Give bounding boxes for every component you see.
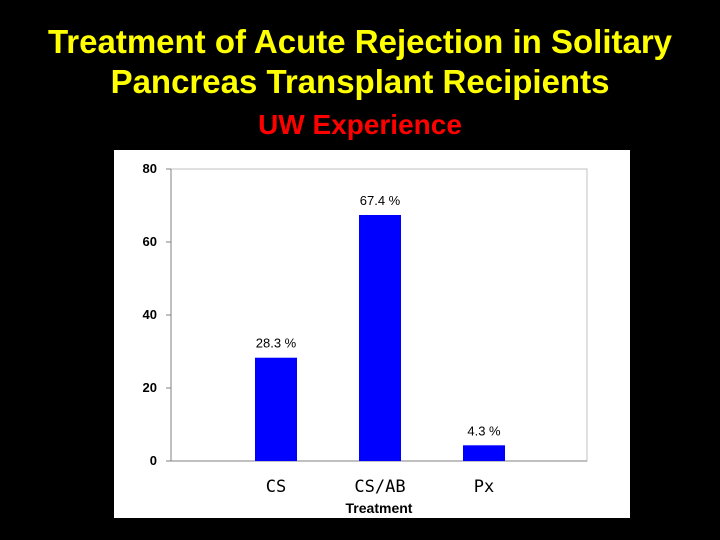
data-label: 4.3 % bbox=[467, 423, 501, 438]
x-category-label: CS/AB bbox=[354, 477, 405, 497]
bar-px bbox=[463, 445, 505, 461]
y-tick-label: 20 bbox=[143, 380, 157, 395]
x-category-label: Px bbox=[474, 477, 494, 497]
slide-title-line-2: Pancreas Transplant Recipients bbox=[110, 63, 610, 100]
x-axis-title: Treatment bbox=[346, 500, 413, 516]
bar-cs-ab bbox=[359, 214, 401, 461]
chart-panel: 0 20 40 60 80 28.3 % CS 67.4 % CS/AB 4.3 % Px Treat… bbox=[114, 150, 630, 518]
slide-subtitle: UW Experience bbox=[258, 109, 462, 140]
data-label: 67.4 % bbox=[360, 193, 401, 208]
x-category-label: CS bbox=[266, 477, 286, 497]
y-tick-label: 80 bbox=[143, 161, 157, 176]
bar-chart: 0 20 40 60 80 28.3 % CS 67.4 % CS/AB 4.3 % Px Treat… bbox=[143, 161, 588, 516]
y-tick-label: 0 bbox=[150, 453, 157, 468]
slide-title-line-1: Treatment of Acute Rejection in Solitary bbox=[47, 23, 673, 60]
slide-title: Treatment of Acute Rejection in Solitary… bbox=[0, 22, 720, 102]
y-tick-label: 40 bbox=[143, 307, 157, 322]
data-label: 28.3 % bbox=[256, 336, 297, 351]
bar-cs bbox=[255, 357, 297, 461]
y-tick-label: 60 bbox=[143, 234, 157, 249]
